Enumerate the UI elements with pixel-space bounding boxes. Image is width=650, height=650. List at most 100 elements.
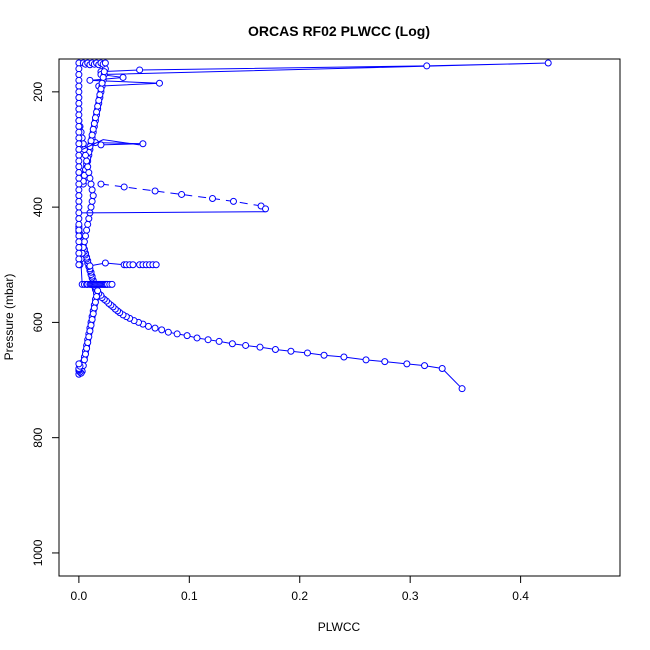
data-point — [90, 120, 98, 128]
series-line — [81, 139, 140, 150]
x-tick-label: 0.1 — [181, 589, 198, 603]
data-point — [75, 249, 83, 257]
data-point — [75, 151, 83, 159]
data-point — [88, 197, 96, 205]
data-point — [85, 215, 93, 223]
data-point — [75, 209, 83, 217]
data-point — [75, 197, 83, 205]
data-point — [99, 73, 107, 81]
data-point — [89, 125, 97, 133]
data-point — [75, 226, 83, 234]
data-point — [86, 76, 94, 84]
data-point — [84, 339, 92, 347]
data-point — [84, 163, 92, 171]
data-point — [256, 343, 264, 351]
data-point — [75, 117, 83, 125]
data-point — [75, 163, 83, 171]
data-point — [108, 280, 116, 288]
data-point — [80, 356, 88, 364]
data-point — [320, 351, 328, 359]
data-point — [93, 108, 101, 116]
data-point — [75, 105, 83, 113]
chart-title: ORCAS RF02 PLWCC (Log) — [248, 23, 430, 39]
data-point — [75, 243, 83, 251]
data-point — [75, 99, 83, 107]
data-point — [173, 330, 181, 338]
data-point — [83, 226, 91, 234]
data-point — [75, 65, 83, 73]
y-axis-label: Pressure (mbar) — [2, 274, 16, 361]
data-point — [381, 358, 389, 366]
data-point — [86, 262, 94, 270]
data-point — [129, 261, 137, 269]
data-point — [100, 68, 108, 76]
data-point — [215, 337, 223, 345]
data-point — [75, 71, 83, 79]
data-point — [438, 365, 446, 373]
data-point — [86, 327, 94, 335]
plot-area-border — [58, 58, 621, 577]
data-point — [75, 157, 83, 165]
data-point — [85, 169, 93, 177]
data-point — [97, 141, 105, 149]
data-point — [75, 186, 83, 194]
data-point — [158, 326, 166, 334]
data-point — [89, 192, 97, 200]
data-point — [84, 220, 92, 228]
data-point — [75, 261, 83, 269]
data-point — [75, 215, 83, 223]
data-point — [120, 183, 128, 191]
data-point — [87, 137, 95, 145]
data-point — [421, 362, 429, 370]
x-tick-label: 0.3 — [402, 589, 419, 603]
data-point — [262, 205, 270, 213]
data-point — [94, 102, 102, 110]
data-point — [101, 59, 109, 67]
data-point — [94, 287, 102, 295]
data-point — [423, 62, 431, 70]
data-point — [287, 347, 295, 355]
data-point — [139, 140, 147, 148]
data-point — [86, 174, 94, 182]
x-tick-label: 0.2 — [291, 589, 308, 603]
data-point — [97, 180, 105, 188]
data-point — [75, 122, 83, 130]
data-point — [91, 298, 99, 306]
x-axis-label: PLWCC — [318, 620, 361, 634]
data-point — [204, 336, 212, 344]
data-point — [340, 353, 348, 361]
data-point — [91, 114, 99, 122]
data-point — [85, 333, 93, 341]
y-tick-label: 800 — [31, 427, 45, 447]
data-point — [151, 187, 159, 195]
data-point — [75, 232, 83, 240]
data-point — [152, 261, 160, 269]
data-point — [75, 360, 83, 368]
data-point — [88, 316, 96, 324]
data-point — [88, 186, 96, 194]
data-point — [93, 292, 101, 300]
data-point — [96, 91, 104, 99]
data-point — [75, 203, 83, 211]
data-point — [193, 334, 201, 342]
data-point — [544, 59, 552, 67]
data-point — [228, 340, 236, 348]
data-point — [98, 79, 106, 87]
y-axis: 200 400 600 800 1000 — [31, 82, 60, 566]
data-point — [119, 73, 127, 81]
data-point — [75, 220, 83, 228]
y-tick-label: 400 — [31, 197, 45, 217]
data-point — [75, 238, 83, 246]
data-point — [229, 197, 237, 205]
data-point — [75, 145, 83, 153]
y-tick-label: 600 — [31, 312, 45, 332]
data-point — [101, 259, 109, 267]
data-point — [75, 174, 83, 182]
data-point — [75, 82, 83, 90]
data-point — [75, 255, 83, 263]
data-point — [362, 356, 370, 364]
data-point — [242, 341, 250, 349]
data-point — [151, 324, 159, 332]
